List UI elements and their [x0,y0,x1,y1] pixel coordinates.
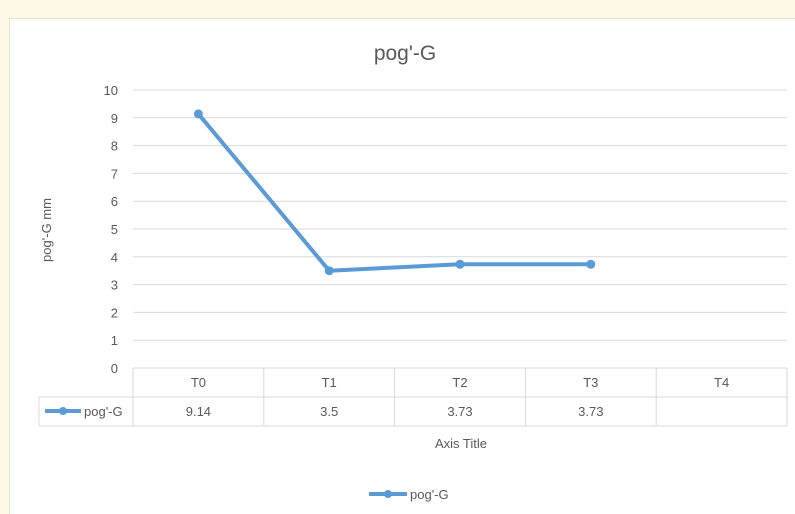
y-tick-label: 1 [111,333,118,348]
x-tick-label: T1 [322,375,337,390]
data-point[interactable] [193,109,203,119]
table-cell-value: 3.5 [320,404,338,419]
table-legend-key-marker [59,407,67,415]
y-tick-label: 0 [111,361,118,376]
series-line [193,109,596,276]
x-tick-label: T3 [583,375,598,390]
gridlines [133,89,787,369]
y-tick-label: 7 [111,166,118,181]
y-tick-label: 3 [111,278,118,293]
y-tick-label: 4 [111,250,118,265]
x-tick-label: T4 [714,375,729,390]
data-point[interactable] [586,259,596,269]
y-axis-ticks: 0 1 2 3 4 5 6 7 8 9 10 [104,83,118,376]
table-cell-value: 3.73 [447,404,472,419]
table-cell-value: 9.14 [186,404,211,419]
x-tick-label: T2 [452,375,467,390]
y-tick-label: 8 [111,139,118,154]
y-tick-label: 6 [111,194,118,209]
table-series-name: pog'-G [84,404,123,419]
table-cell-value: 3.73 [578,404,603,419]
y-tick-label: 5 [111,222,118,237]
chart-title: pog'-G [374,42,436,65]
x-tick-label: T0 [191,375,206,390]
y-tick-label: 9 [111,111,118,126]
y-tick-label: 10 [104,83,118,98]
data-table: T0 T1 T2 T3 T4 pog'-G 9.14 3.5 3.73 3.73 [38,367,788,427]
legend-label: pog'-G [410,487,449,502]
y-tick-label: 2 [111,305,118,320]
legend-key-marker [384,490,392,498]
data-point[interactable] [455,259,465,269]
data-point[interactable] [324,266,334,276]
legend[interactable]: pog'-G [369,487,449,502]
series-polyline [196,111,593,273]
y-axis-label: pog'-G mm [39,198,54,262]
x-axis-label: Axis Title [435,436,487,451]
